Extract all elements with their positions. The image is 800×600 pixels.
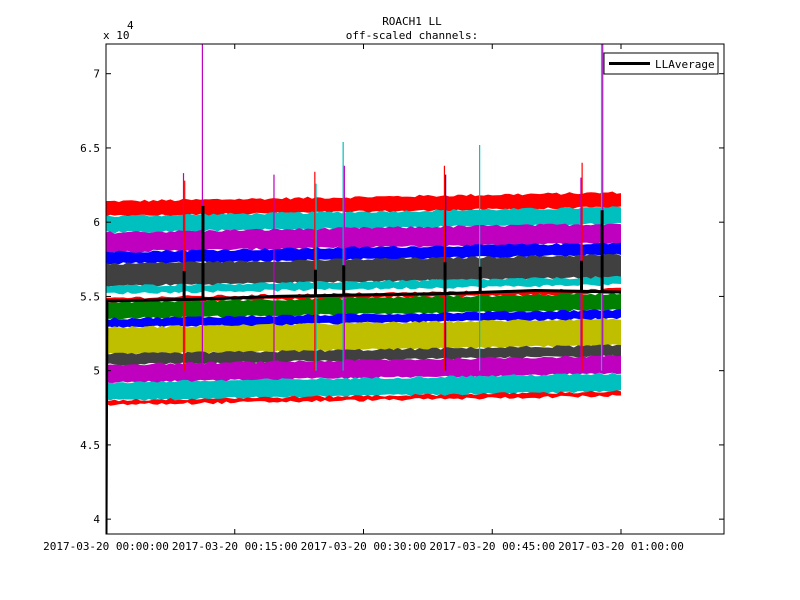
chart-title: ROACH1 LL (382, 15, 442, 28)
y-tick-label: 6.5 (80, 142, 100, 155)
series-llaverage-line (106, 288, 622, 534)
y-tick-label: 6 (93, 216, 100, 229)
y-tick-label: 4.5 (80, 439, 100, 452)
band-ch-cyan-1 (106, 206, 621, 234)
band-ch-dark-2 (106, 344, 621, 366)
band-ch-red-top (106, 191, 621, 217)
y-tick-label: 4 (93, 513, 100, 526)
legend: LLAverage (603, 52, 719, 75)
band-ch-blue-2 (106, 309, 621, 329)
x-tick-label: 2017-03-20 00:15:00 (172, 540, 298, 553)
y-tick-label: 5 (93, 365, 100, 378)
legend-box (603, 52, 719, 75)
average-series (106, 205, 622, 534)
band-ch-green (106, 292, 621, 320)
y-multiplier-base: x 10 (103, 29, 130, 42)
chart-subtitle: off-scaled channels: (346, 29, 478, 42)
y-tick-label: 5.5 (80, 290, 100, 303)
x-tick-label: 2017-03-20 00:30:00 (301, 540, 427, 553)
band-ch-blue-1 (106, 242, 621, 265)
x-tick-label: 2017-03-20 00:00:00 (43, 540, 169, 553)
band-ch-magenta-1 (106, 223, 621, 254)
y-tick-label: 7 (93, 68, 100, 81)
band-ch-cyan-2 (106, 275, 621, 295)
band-ch-cyan-3 (106, 372, 621, 401)
legend-label-llaverage: LLAverage (655, 58, 715, 71)
band-ch-olive (106, 317, 621, 356)
x-tick-label: 2017-03-20 01:00:00 (558, 540, 684, 553)
x-tick-label: 2017-03-20 00:45:00 (429, 540, 555, 553)
plot-frame (105, 43, 725, 535)
y-multiplier-exponent: 4 (127, 19, 134, 32)
band-ch-red-bottom (106, 390, 621, 406)
